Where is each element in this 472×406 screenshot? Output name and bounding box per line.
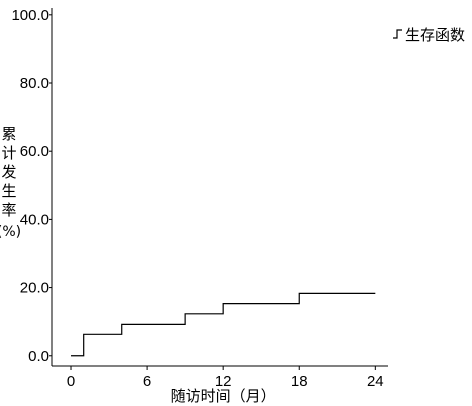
y-axis-title-char: 生 <box>1 182 16 200</box>
survival-step-line <box>71 292 376 357</box>
x-tick-label: 6 <box>143 373 151 390</box>
y-axis-title-char: 发 <box>1 163 16 181</box>
legend-step-symbol <box>393 29 402 39</box>
y-axis-title-unit: (%) <box>0 224 21 240</box>
x-tick-label: 12 <box>215 373 232 390</box>
axes <box>51 8 388 367</box>
y-axis-title-char: 累 <box>1 125 16 143</box>
x-tick-label: 18 <box>291 373 308 390</box>
x-axis-ticks: 0 6 12 18 24 <box>67 366 384 390</box>
legend: 生存函数 <box>393 26 465 44</box>
x-tick-label: 0 <box>67 373 75 390</box>
x-axis-title: 随访时间（月） <box>171 387 276 405</box>
y-tick-label: 40.0 <box>20 211 49 228</box>
series-layer <box>71 292 376 357</box>
y-tick-label: 20.0 <box>20 280 49 297</box>
y-tick-label: 100.0 <box>11 7 49 24</box>
x-tick-label: 24 <box>367 373 384 390</box>
y-tick-label: 80.0 <box>20 75 49 92</box>
y-axis-ticks: 0.0 20.0 40.0 60.0 80.0 100.0 <box>11 7 52 365</box>
y-tick-label: 60.0 <box>20 143 49 160</box>
y-tick-label: 0.0 <box>28 348 49 365</box>
y-axis-title-char: 率 <box>1 201 16 219</box>
y-axis-title-char: 计 <box>1 144 16 162</box>
legend-label: 生存函数 <box>405 26 465 44</box>
